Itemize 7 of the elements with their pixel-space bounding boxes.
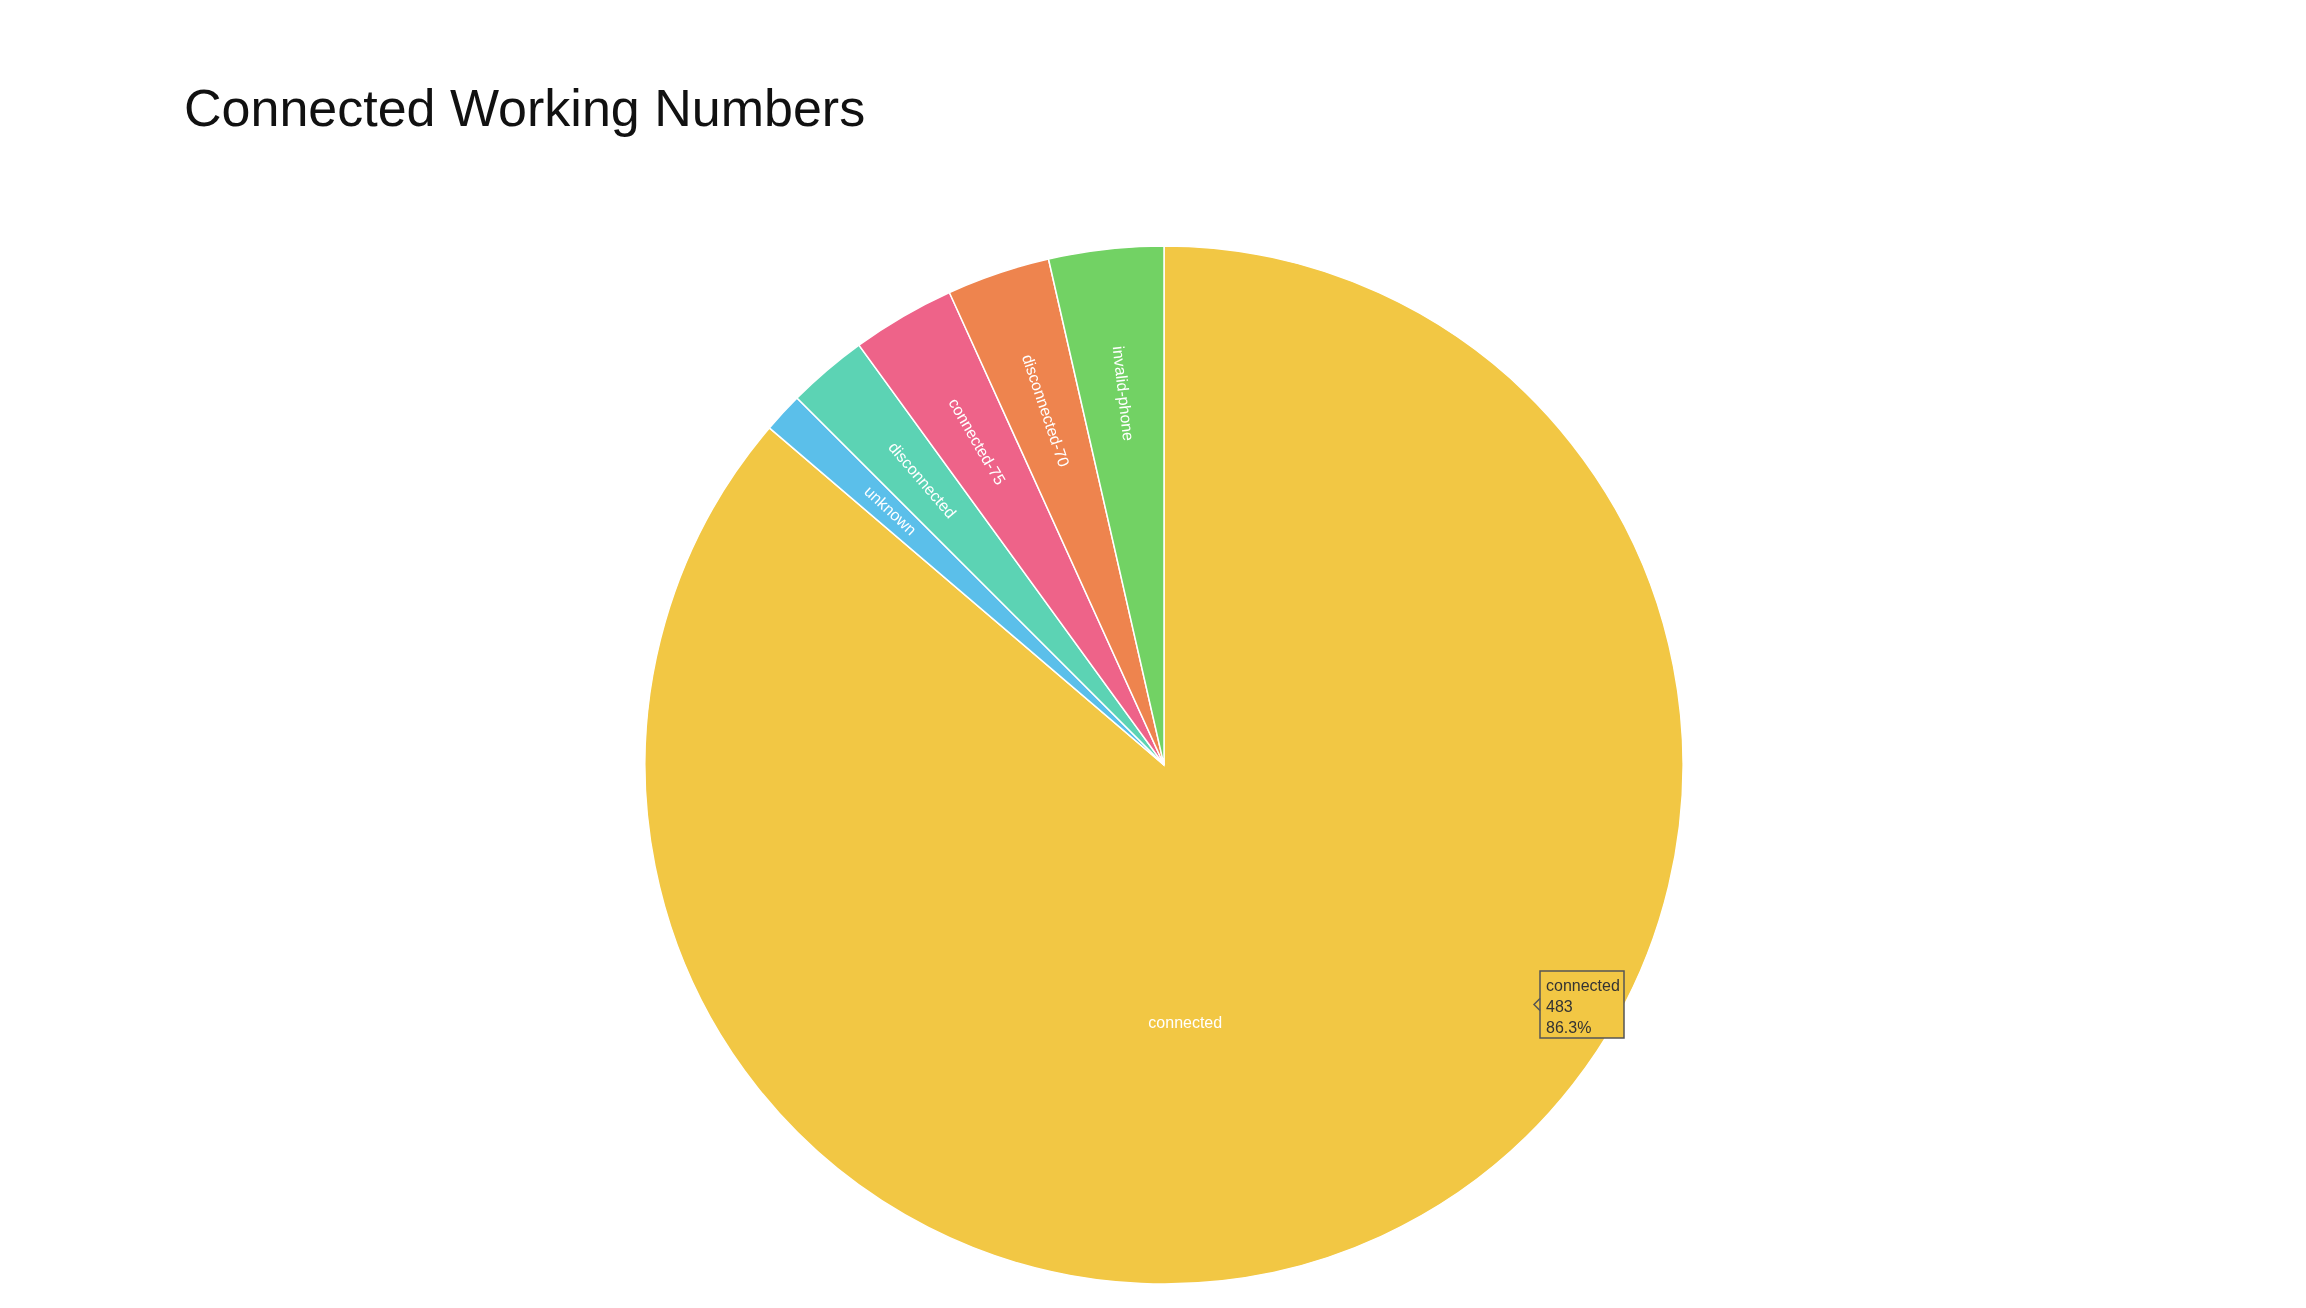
data-label: 483 86.3% xyxy=(1546,998,1592,1036)
slice-label: invalid-phone xyxy=(1109,345,1138,442)
tooltip: connected 483 86.3% xyxy=(1532,970,1625,1039)
pie-slice xyxy=(645,245,1684,1285)
slice-label: connected xyxy=(1546,977,1620,994)
chart-title: Connected Working Numbers xyxy=(184,79,866,137)
slice-label: connected xyxy=(1148,1013,1223,1031)
